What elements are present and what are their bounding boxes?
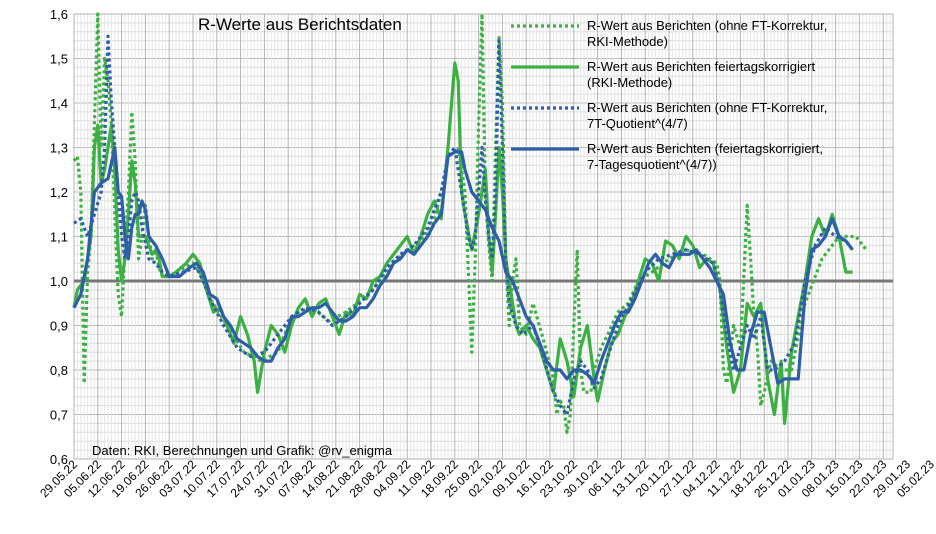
- series-line-4: [72, 145, 854, 385]
- y-tick-label: 0,7: [50, 408, 68, 423]
- y-tick-label: 1,3: [50, 141, 68, 156]
- y-tick-label: 0,8: [50, 363, 68, 378]
- legend-entry-1: R-Wert aus Berichten (ohne FT-Korrektur,…: [587, 18, 827, 49]
- y-tick-label: 1,1: [50, 230, 68, 245]
- source-note: Daten: RKI, Berechnungen und Grafik: @rv…: [92, 443, 393, 458]
- y-axis-ticks: 0,6 0,7 0,8 0,9 1,0 1,1 1,2 1,3 1,4 1,5 1,6: [50, 7, 68, 467]
- legend: R-Wert aus Berichten (ohne FT-Korrektur,…: [511, 18, 827, 172]
- y-tick-label: 1,5: [50, 52, 68, 67]
- plot-border: [73, 13, 894, 460]
- y-tick-label: 1,0: [50, 274, 68, 289]
- legend-entry-3: R-Wert aus Berichten (ohne FT-Korrektur,…: [587, 100, 827, 131]
- legend-entry-4: R-Wert aus Berichten (feiertagskorrigier…: [587, 141, 823, 172]
- y-tick-label: 0,9: [50, 319, 68, 334]
- y-tick-label: 1,2: [50, 185, 68, 200]
- grid: [73, 13, 894, 460]
- y-tick-label: 0,6: [50, 452, 68, 467]
- series-line-3: [73, 34, 854, 417]
- series-line-2: [72, 61, 853, 425]
- legend-entry-2: R-Wert aus Berichten feiertagskorrigiert…: [587, 59, 815, 90]
- y-tick-label: 1,4: [50, 96, 68, 111]
- y-tick-label: 1,6: [50, 7, 68, 22]
- chart-title: R-Werte aus Berichtsdaten: [198, 15, 402, 34]
- series-layer: [72, 12, 868, 434]
